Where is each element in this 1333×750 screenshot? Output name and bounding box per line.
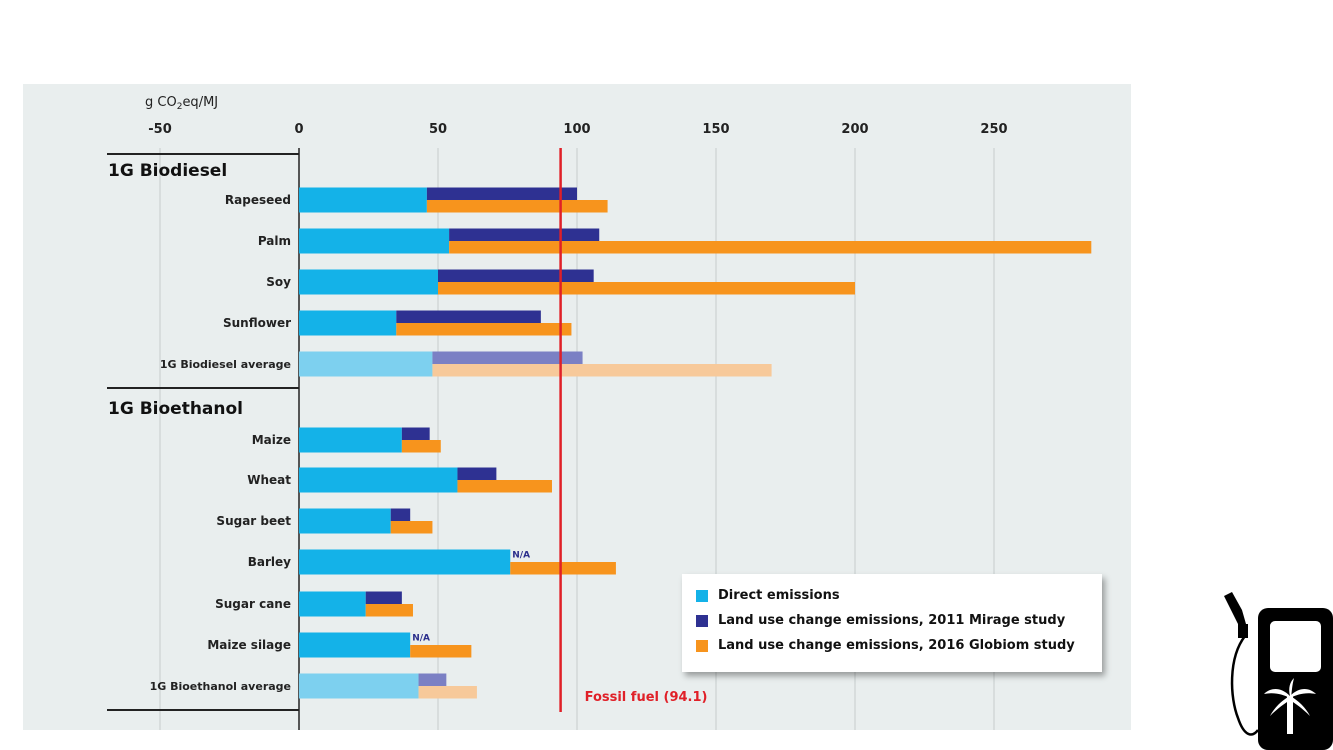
bar-globiom: [426, 200, 608, 213]
bar-direct: [299, 351, 433, 377]
bar-direct: [299, 310, 397, 336]
bar-direct: [299, 228, 450, 254]
bar-mirage: [365, 591, 402, 604]
group-title: 1G Biodiesel: [108, 161, 227, 181]
legend: Direct emissions Land use change emission…: [682, 574, 1102, 672]
legend-item-globiom: Land use change emissions, 2016 Globiom …: [696, 638, 1075, 653]
bar-globiom: [390, 521, 433, 534]
bar-mirage: [438, 269, 594, 282]
legend-swatch: [696, 639, 708, 652]
bar-globiom: [418, 686, 477, 699]
category-label: Maize: [252, 433, 291, 447]
x-tick-label: 100: [563, 122, 590, 137]
bar-mirage: [457, 467, 497, 480]
legend-item-mirage: Land use change emissions, 2011 Mirage s…: [696, 613, 1065, 628]
category-label: Sugar beet: [216, 514, 291, 528]
bar-mirage: [396, 310, 541, 323]
legend-label: Land use change emissions, 2016 Globiom …: [718, 638, 1075, 653]
category-label: Palm: [258, 234, 291, 248]
bar-globiom: [401, 440, 441, 453]
emissions-bar-chart: g CO2eq/MJ -50 0 50 100 150 200 250 1G Biodiesel…: [107, 95, 1092, 730]
category-label: Maize silage: [207, 638, 291, 652]
category-label: 1G Biodiesel average: [160, 358, 291, 371]
bar-globiom: [410, 645, 472, 658]
bar-direct: [299, 508, 391, 534]
legend-swatch: [696, 614, 708, 627]
bar-direct: [299, 549, 511, 575]
bar-mirage: [432, 351, 583, 364]
bar-globiom: [457, 480, 552, 493]
category-label: Barley: [248, 555, 291, 569]
bar-mirage: [401, 427, 430, 440]
category-label: Soy: [266, 275, 291, 289]
bar-globiom: [396, 323, 572, 336]
legend-label: Direct emissions: [718, 588, 840, 603]
legend-label: Land use change emissions, 2011 Mirage s…: [718, 613, 1066, 628]
bar-direct: [299, 632, 411, 658]
x-axis-unit-label: g CO2eq/MJ: [145, 95, 218, 112]
x-tick-label: 0: [294, 122, 303, 137]
bar-globiom: [365, 604, 413, 617]
x-tick-label: -50: [148, 122, 172, 137]
x-tick-label: 250: [980, 122, 1007, 137]
group-title: 1G Bioethanol: [108, 399, 243, 419]
bar-direct: [299, 187, 427, 213]
legend-item-direct: Direct emissions: [696, 588, 840, 603]
bar-mirage: [426, 187, 577, 200]
bar-globiom: [438, 282, 855, 295]
bar-direct: [299, 427, 402, 453]
bar-direct: [299, 591, 366, 617]
legend-swatch: [696, 589, 708, 602]
bar-mirage: [390, 508, 411, 521]
x-tick-label: 200: [841, 122, 868, 137]
bar-direct: [299, 467, 458, 493]
bar-mirage: [449, 228, 600, 241]
fossil-fuel-label: Fossil fuel (94.1): [585, 690, 708, 705]
fuel-pump-palm-icon: [1224, 592, 1333, 750]
category-label: Rapeseed: [225, 193, 291, 207]
bar-mirage: [418, 673, 447, 686]
category-label: 1G Bioethanol average: [150, 680, 291, 693]
bar-globiom: [449, 241, 1092, 254]
bar-direct: [299, 269, 438, 295]
bar-globiom: [510, 562, 616, 575]
category-label: Sunflower: [223, 316, 291, 330]
category-label: Sugar cane: [215, 597, 291, 611]
category-label: Wheat: [247, 473, 291, 487]
x-tick-label: 50: [429, 122, 447, 137]
na-label: N/A: [412, 634, 430, 644]
bar-globiom: [432, 364, 772, 377]
chart-panel: g CO2eq/MJ -50 0 50 100 150 200 250 1G Biodiesel…: [23, 84, 1131, 730]
bar-direct: [299, 673, 419, 699]
x-tick-label: 150: [702, 122, 729, 137]
na-label: N/A: [512, 551, 530, 561]
